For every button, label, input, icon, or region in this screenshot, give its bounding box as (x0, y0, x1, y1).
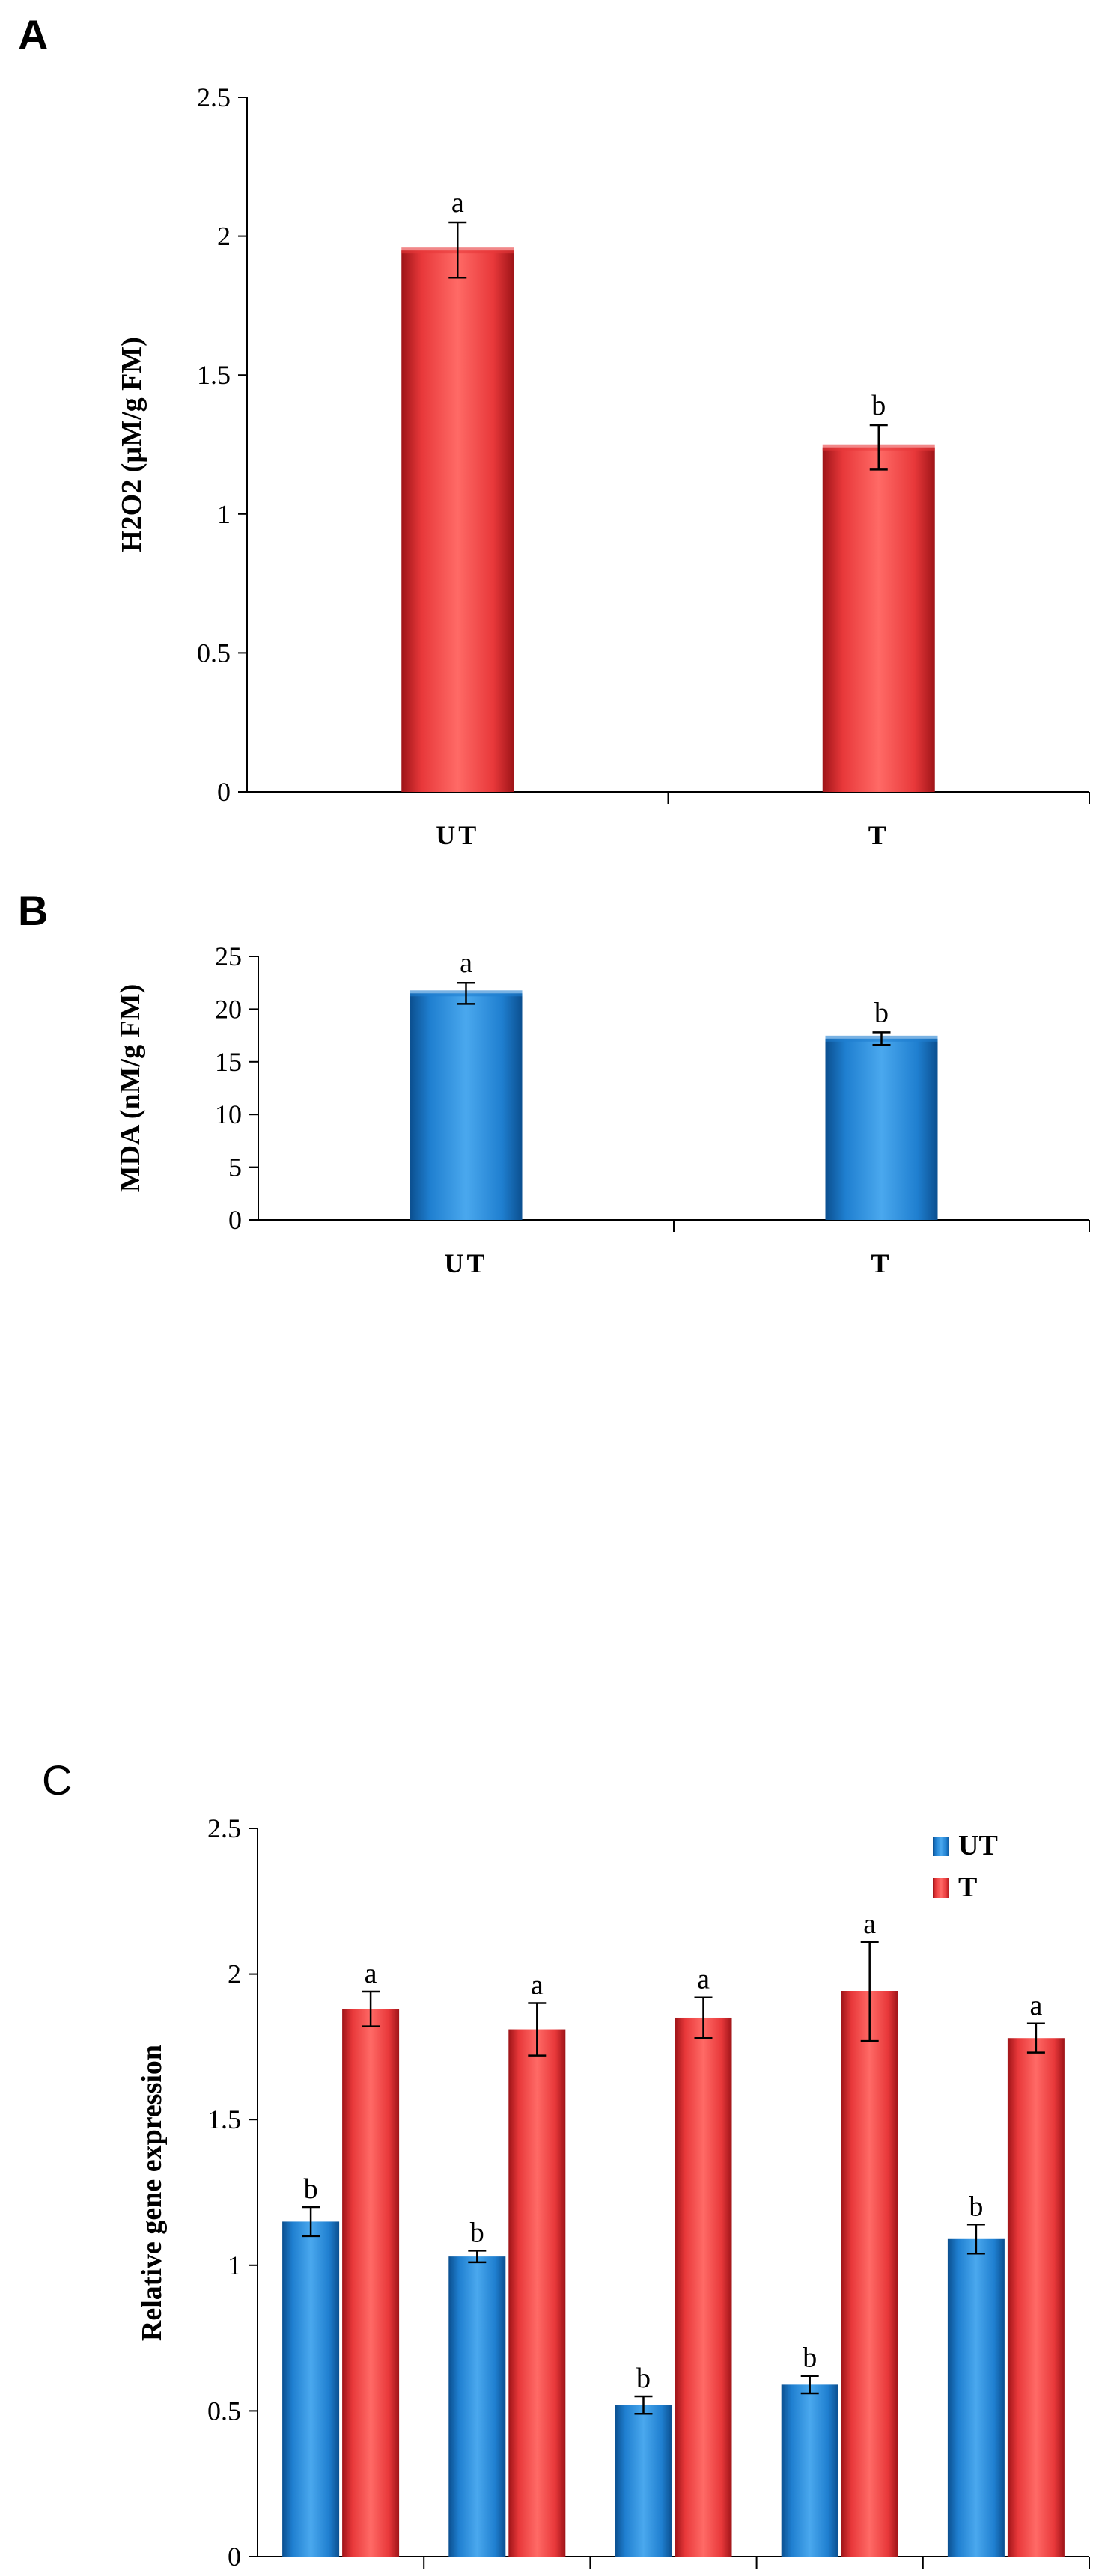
panel-label-b: B (18, 887, 48, 934)
chart-c-significance-label: b (304, 2173, 318, 2205)
chart-a-y-tick-label: 0 (217, 777, 231, 807)
chart-b-significance-label: a (460, 947, 472, 979)
chart-c-y-tick-label: 1.5 (207, 2105, 241, 2134)
chart-b-bar-t (825, 1038, 938, 1220)
chart-c-bar-t-cat (508, 2029, 566, 2557)
chart-c-y-axis-label: Relative gene expression (136, 2045, 168, 2341)
chart-b-y-tick-label: 15 (215, 1047, 242, 1077)
chart-c-y-tick-label: 0.5 (207, 2396, 241, 2426)
chart-b-y-tick-label: 25 (215, 941, 242, 971)
chart-panel-c: 00.511.522.5baApxbaCatbaDharbaGrbaSodRel… (136, 1813, 1090, 2572)
chart-b-y-tick-label: 20 (215, 994, 242, 1024)
chart-c-y-tick-label: 2.5 (207, 1813, 241, 1843)
chart-b-x-category-label: T (871, 1248, 892, 1278)
legend-label-t: T (958, 1872, 977, 1903)
chart-c-significance-label: b (969, 2191, 983, 2222)
chart-a-bar-t (822, 447, 935, 792)
chart-a-y-tick-label: 0.5 (197, 638, 231, 668)
chart-a-y-axis-label: H2O2 (µM/g FM) (116, 337, 147, 552)
chart-a-y-tick-label: 1 (217, 499, 231, 529)
chart-a-x-category-label: T (868, 820, 889, 850)
legend-swatch-t (933, 1878, 949, 1898)
chart-b-y-tick-label: 10 (215, 1099, 242, 1129)
chart-c-bar-ut-gr (781, 2384, 838, 2557)
chart-c-significance-label: b (470, 2217, 484, 2248)
chart-c-significance-label: a (531, 1970, 544, 2001)
chart-c-significance-label: a (697, 1964, 710, 1995)
chart-b-y-axis-label: MDA (nM/g FM) (115, 984, 146, 1193)
chart-b-significance-label: b (874, 997, 889, 1028)
chart-c-significance-label: a (1029, 1990, 1042, 2021)
chart-c-y-tick-label: 2 (228, 1959, 241, 1989)
chart-panel-a: 0 0.5 1 1.5 2 2.5 a UT b T H2O2 (µM/g FM) (116, 82, 1090, 850)
chart-b-y-tick-label: 5 (228, 1153, 242, 1182)
chart-c-significance-label: b (636, 2363, 651, 2394)
legend-label-ut: UT (958, 1830, 998, 1861)
chart-c-bar-t-sod (1007, 2038, 1065, 2557)
chart-c-bar-t-gr (841, 1991, 898, 2557)
chart-c-y-tick-label: 1 (228, 2250, 241, 2280)
chart-c-bar-ut-cat (448, 2256, 506, 2557)
chart-panel-b: 0 5 10 15 20 25 a UT b T MDA (nM/g FM) (115, 941, 1090, 1278)
chart-b-y-tick-label: 0 (228, 1205, 242, 1235)
chart-c-bar-ut-sod (947, 2238, 1005, 2557)
chart-c-y-tick-label: 0 (228, 2542, 241, 2572)
chart-a-bar-ut (401, 250, 514, 792)
chart-c-bar-ut-apx (282, 2221, 340, 2557)
chart-c-significance-label: a (863, 1908, 876, 1940)
chart-c-significance-label: a (365, 1958, 377, 1989)
chart-c-bar-ut-dhar (615, 2405, 672, 2557)
chart-a-y-tick-label: 1.5 (197, 360, 231, 390)
chart-a-x-category-label: UT (436, 820, 479, 850)
chart-a-significance-label: a (451, 187, 464, 219)
chart-c-bar-t-apx (342, 2009, 400, 2557)
panel-label-a: A (18, 11, 48, 58)
chart-c-bar-t-dhar (675, 2017, 732, 2557)
chart-c-significance-label: b (803, 2342, 817, 2374)
chart-a-y-tick-label: 2.5 (197, 82, 231, 112)
chart-b-x-category-label: UT (444, 1248, 487, 1278)
legend-swatch-ut (933, 1837, 949, 1856)
chart-a-significance-label: b (871, 390, 886, 421)
panel-label-c: C (42, 1756, 72, 1804)
chart-a-y-tick-label: 2 (217, 222, 231, 251)
chart-b-bar-ut (410, 993, 523, 1220)
